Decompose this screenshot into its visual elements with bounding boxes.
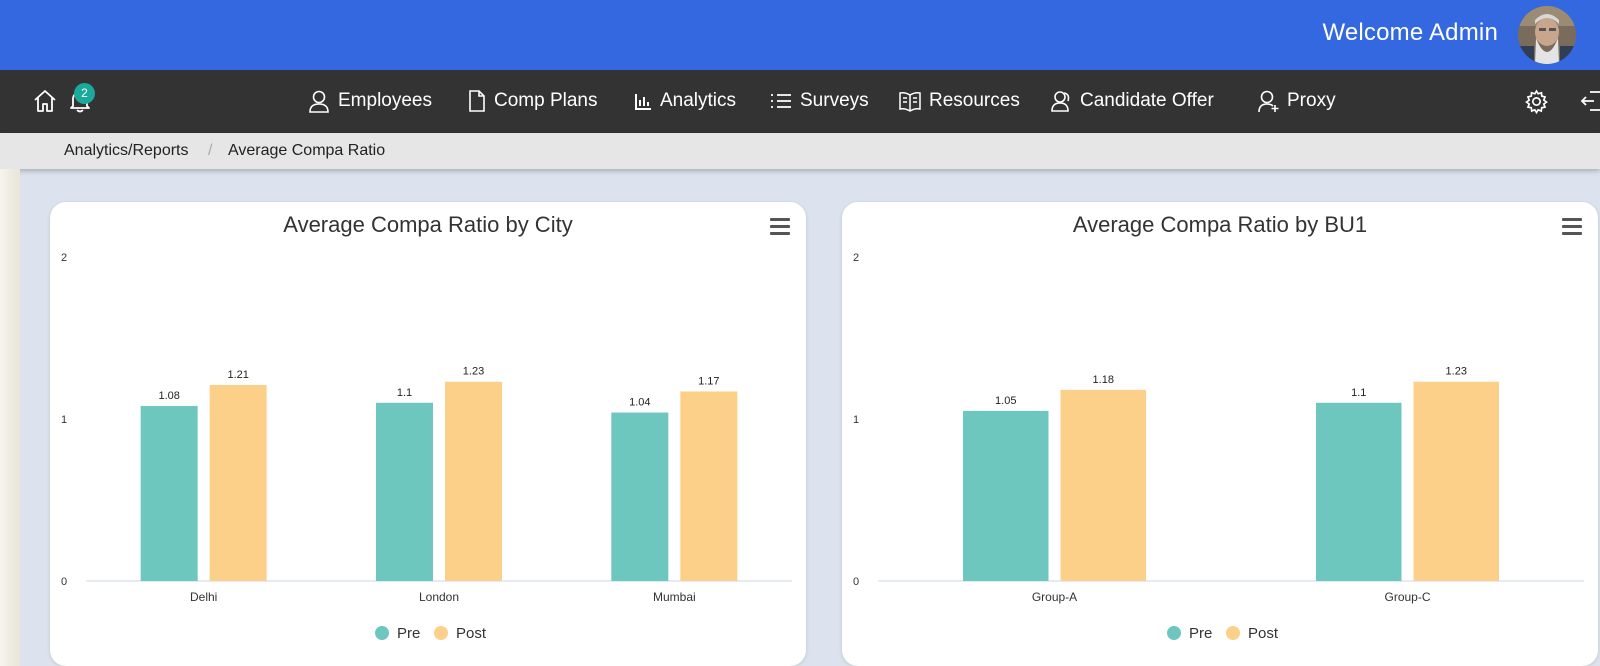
bar-post [445, 381, 502, 581]
legend-post-label: Post [1248, 624, 1279, 642]
nav-candidate-offer[interactable]: Candidate Offer [1050, 86, 1214, 116]
main-nav: 2 Employees Comp Plans Analytics Surveys… [0, 70, 1600, 133]
bar-pre [376, 402, 433, 581]
left-edge-strip [0, 169, 20, 666]
legend-post-label: Post [456, 624, 487, 642]
user-icon [309, 90, 329, 113]
data-label: 1.18 [1093, 374, 1114, 386]
bar-pre [963, 410, 1049, 581]
book-icon [899, 92, 921, 112]
bar-post [1060, 389, 1146, 581]
bar-post [209, 384, 267, 581]
y-tick-label: 1 [61, 414, 67, 426]
home-icon[interactable] [32, 88, 58, 114]
bar-pre [140, 406, 198, 581]
data-label: 1.1 [397, 387, 412, 399]
nav-analytics[interactable]: Analytics [634, 86, 736, 116]
list-icon [771, 94, 791, 108]
bar-post [680, 391, 738, 581]
breadcrumb: Analytics/Reports / Average Compa Ratio [0, 133, 1600, 169]
bar-chart-icon [635, 94, 651, 110]
y-tick-label: 1 [853, 414, 859, 426]
bar-pre [611, 412, 669, 581]
users-icon [1051, 91, 1070, 112]
x-category-label: Group-C [1384, 590, 1430, 604]
legend-pre-label: Pre [397, 624, 421, 642]
legend-pre-swatch [1167, 626, 1181, 640]
logout-icon[interactable] [1580, 88, 1600, 114]
chart-title-city: Average Compa Ratio by City [283, 212, 573, 237]
x-category-label: London [419, 590, 459, 604]
legend-post-swatch [434, 626, 448, 640]
top-header: Welcome Admin [0, 0, 1600, 70]
data-label: 1.23 [1446, 366, 1467, 378]
document-icon [469, 90, 485, 112]
nav-resources[interactable]: Resources [899, 86, 1020, 116]
chart-card-bu1: 0 1 2 1.05 1.18 Group-A 1.1 1.23 Group-C Average… [842, 202, 1598, 666]
nav-surveys-label: Surveys [800, 90, 869, 111]
chart-title-bu1: Average Compa Ratio by BU1 [1072, 212, 1368, 237]
data-label: 1.05 [995, 395, 1016, 407]
welcome-text: Welcome Admin [1322, 19, 1498, 46]
y-tick-label: 2 [853, 252, 859, 264]
nav-analytics-label: Analytics [660, 90, 737, 111]
data-label: 1.04 [629, 397, 650, 409]
chart-menu-icon[interactable] [770, 218, 792, 236]
notification-badge: 2 [74, 83, 95, 104]
nav-employees-label: Employees [338, 90, 432, 111]
y-tick-label: 0 [853, 576, 859, 588]
legend-pre-swatch [375, 626, 389, 640]
legend-post[interactable]: Post [1226, 624, 1278, 642]
nav-surveys[interactable]: Surveys [770, 86, 869, 116]
legend-post[interactable]: Post [434, 624, 486, 642]
bar-post [1413, 381, 1499, 581]
data-label: 1.23 [463, 366, 484, 378]
chart-city: 0 1 2 1.08 1.21 Delhi 1.1 1.23 London 1.04 1.17 Mum… [61, 252, 792, 604]
nav-employees[interactable]: Employees [308, 86, 432, 116]
data-label: 1.17 [698, 375, 719, 387]
user-plus-icon [1258, 90, 1279, 113]
bar-pre [1316, 402, 1402, 581]
x-category-label: Group-A [1032, 590, 1077, 604]
y-tick-label: 0 [61, 576, 67, 588]
legend-pre[interactable]: Pre [1167, 624, 1212, 642]
legend-pre-label: Pre [1189, 624, 1213, 642]
nav-comp-plans[interactable]: Comp Plans [468, 86, 598, 116]
legend-post-swatch [1226, 626, 1240, 640]
nav-resources-label: Resources [929, 90, 1020, 111]
nav-proxy-label: Proxy [1287, 90, 1336, 111]
x-category-label: Delhi [190, 590, 217, 604]
avatar[interactable] [1518, 6, 1576, 64]
nav-comp-plans-label: Comp Plans [494, 90, 598, 111]
nav-candidate-offer-label: Candidate Offer [1080, 90, 1214, 111]
settings-gear-icon[interactable] [1524, 89, 1549, 115]
data-label: 1.08 [158, 390, 179, 402]
chart-menu-icon[interactable] [1562, 218, 1584, 236]
data-label: 1.21 [227, 369, 248, 381]
data-label: 1.1 [1351, 387, 1366, 399]
breadcrumb-separator: / [208, 142, 213, 159]
nav-proxy[interactable]: Proxy [1257, 86, 1336, 116]
x-category-label: Mumbai [653, 590, 696, 604]
breadcrumb-current: Average Compa Ratio [228, 142, 386, 159]
y-tick-label: 2 [61, 252, 67, 264]
legend-pre[interactable]: Pre [375, 624, 420, 642]
chart-card-city: 0 1 2 1.08 1.21 Delhi 1.1 1.23 London 1.04 1.17 Mum… [50, 202, 806, 666]
breadcrumb-parent[interactable]: Analytics/Reports [64, 142, 189, 159]
chart-bu1: 0 1 2 1.05 1.18 Group-A 1.1 1.23 Group-C [853, 252, 1584, 604]
